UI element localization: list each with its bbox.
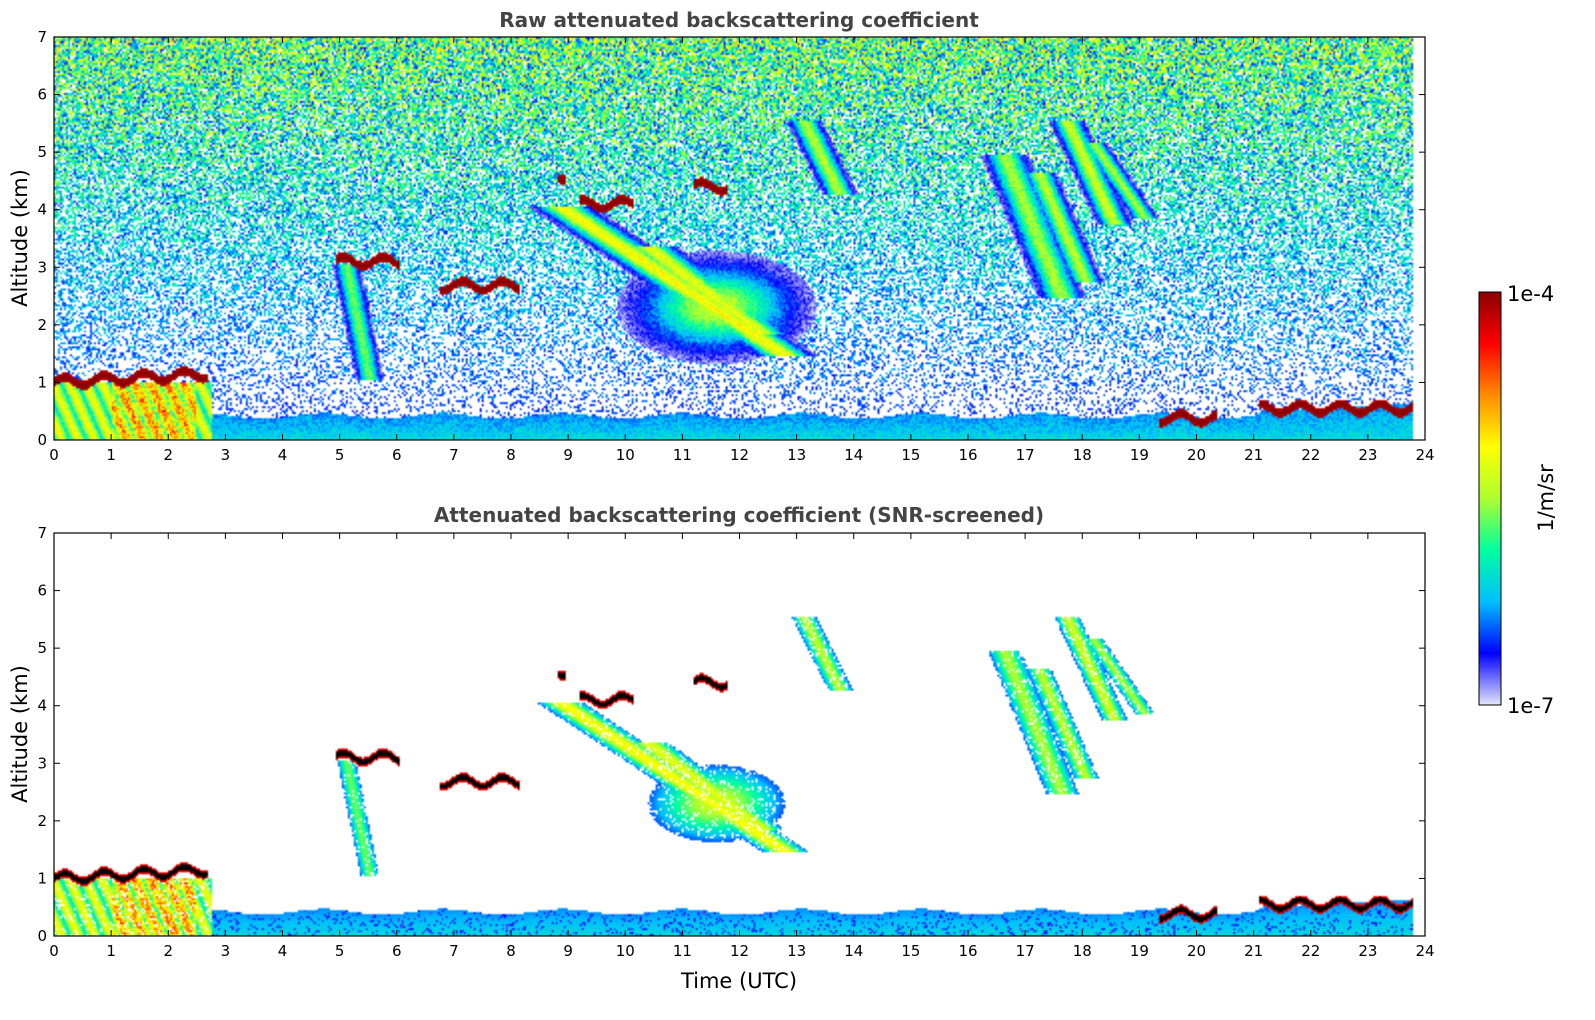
x-tick-label: 8 <box>506 446 516 464</box>
x-tick-label: 18 <box>1073 446 1092 464</box>
x-tick-label: 0 <box>49 942 59 960</box>
y-tick-label: 6 <box>37 86 47 104</box>
x-tick-label: 16 <box>958 942 977 960</box>
y-tick-label: 5 <box>37 639 47 657</box>
x-tick-label: 5 <box>335 942 345 960</box>
y-tick-label: 7 <box>37 28 47 46</box>
x-tick-label: 14 <box>844 446 863 464</box>
panel2-ticks: 0 1 2 3 4 5 6 7 8 9 10 11 12 13 14 15 16 17 18 19 20 21 22 23 24… <box>37 524 1434 960</box>
x-tick-label: 14 <box>844 942 863 960</box>
x-tick-label: 1 <box>106 942 116 960</box>
x-tick-label: 1 <box>106 446 116 464</box>
x-tick-label: 6 <box>392 446 402 464</box>
y-tick-label: 1 <box>37 373 47 391</box>
panel2-xlabel: Time (UTC) <box>680 969 797 993</box>
x-tick-label: 2 <box>163 446 173 464</box>
x-tick-label: 19 <box>1130 446 1149 464</box>
panel1-title: Raw attenuated backscattering coefficien… <box>499 8 979 32</box>
x-tick-label: 4 <box>278 446 288 464</box>
y-tick-label: 7 <box>37 524 47 542</box>
x-tick-label: 20 <box>1187 446 1206 464</box>
y-tick-label: 4 <box>37 201 47 219</box>
y-tick-label: 1 <box>37 869 47 887</box>
panel2-ylabel: Altitude (km) <box>8 665 32 803</box>
raw-backscatter-panel: Raw attenuated backscattering coefficien… <box>8 8 1435 464</box>
y-tick-label: 2 <box>37 812 47 830</box>
x-tick-label: 21 <box>1244 446 1263 464</box>
x-tick-label: 15 <box>901 942 920 960</box>
x-tick-label: 2 <box>163 942 173 960</box>
panel1-heatmap <box>54 37 1425 440</box>
x-tick-label: 22 <box>1301 446 1320 464</box>
x-tick-label: 12 <box>730 942 749 960</box>
x-tick-label: 24 <box>1415 942 1434 960</box>
panel1-ylabel: Altitude (km) <box>8 169 32 307</box>
x-tick-label: 13 <box>787 942 806 960</box>
x-tick-label: 16 <box>958 446 977 464</box>
colorbar-max-label: 1e-4 <box>1507 282 1554 306</box>
y-tick-label: 0 <box>37 431 47 449</box>
y-tick-label: 0 <box>37 927 47 945</box>
x-tick-label: 9 <box>563 446 573 464</box>
panel2-title: Attenuated backscattering coefficient (S… <box>434 503 1044 527</box>
x-tick-label: 8 <box>506 942 516 960</box>
x-tick-label: 10 <box>616 942 635 960</box>
x-tick-label: 10 <box>616 446 635 464</box>
y-tick-label: 6 <box>37 582 47 600</box>
x-tick-label: 20 <box>1187 942 1206 960</box>
x-tick-label: 13 <box>787 446 806 464</box>
x-tick-label: 3 <box>221 942 231 960</box>
x-tick-label: 6 <box>392 942 402 960</box>
colorbar: 1e-4 1e-7 1/m/sr <box>1478 282 1558 718</box>
y-tick-label: 5 <box>37 143 47 161</box>
y-tick-label: 4 <box>37 697 47 715</box>
colorbar-scale <box>1478 291 1502 706</box>
x-tick-label: 17 <box>1016 446 1035 464</box>
x-tick-label: 23 <box>1358 942 1377 960</box>
x-tick-label: 24 <box>1415 446 1434 464</box>
x-tick-label: 12 <box>730 446 749 464</box>
x-tick-label: 17 <box>1016 942 1035 960</box>
x-tick-label: 4 <box>278 942 288 960</box>
x-tick-label: 15 <box>901 446 920 464</box>
y-tick-label: 3 <box>37 258 47 276</box>
x-tick-label: 19 <box>1130 942 1149 960</box>
y-tick-label: 2 <box>37 316 47 334</box>
colorbar-unit-label: 1/m/sr <box>1534 464 1558 532</box>
x-tick-label: 18 <box>1073 942 1092 960</box>
panel1-ticks: 0 1 2 3 4 5 6 7 8 9 10 11 12 13 14 15 16 17 18 19 20 21 22 23 24… <box>37 28 1434 464</box>
x-tick-label: 21 <box>1244 942 1263 960</box>
x-tick-label: 7 <box>449 942 459 960</box>
x-tick-label: 9 <box>563 942 573 960</box>
colorbar-min-label: 1e-7 <box>1507 694 1554 718</box>
y-tick-label: 3 <box>37 754 47 772</box>
x-tick-label: 11 <box>673 446 692 464</box>
x-tick-label: 7 <box>449 446 459 464</box>
x-tick-label: 23 <box>1358 446 1377 464</box>
x-tick-label: 22 <box>1301 942 1320 960</box>
panel2-heatmap <box>54 533 1425 936</box>
x-tick-label: 0 <box>49 446 59 464</box>
screened-backscatter-panel: Attenuated backscattering coefficient (S… <box>8 503 1435 993</box>
x-tick-label: 5 <box>335 446 345 464</box>
x-tick-label: 3 <box>221 446 231 464</box>
x-tick-label: 11 <box>673 942 692 960</box>
